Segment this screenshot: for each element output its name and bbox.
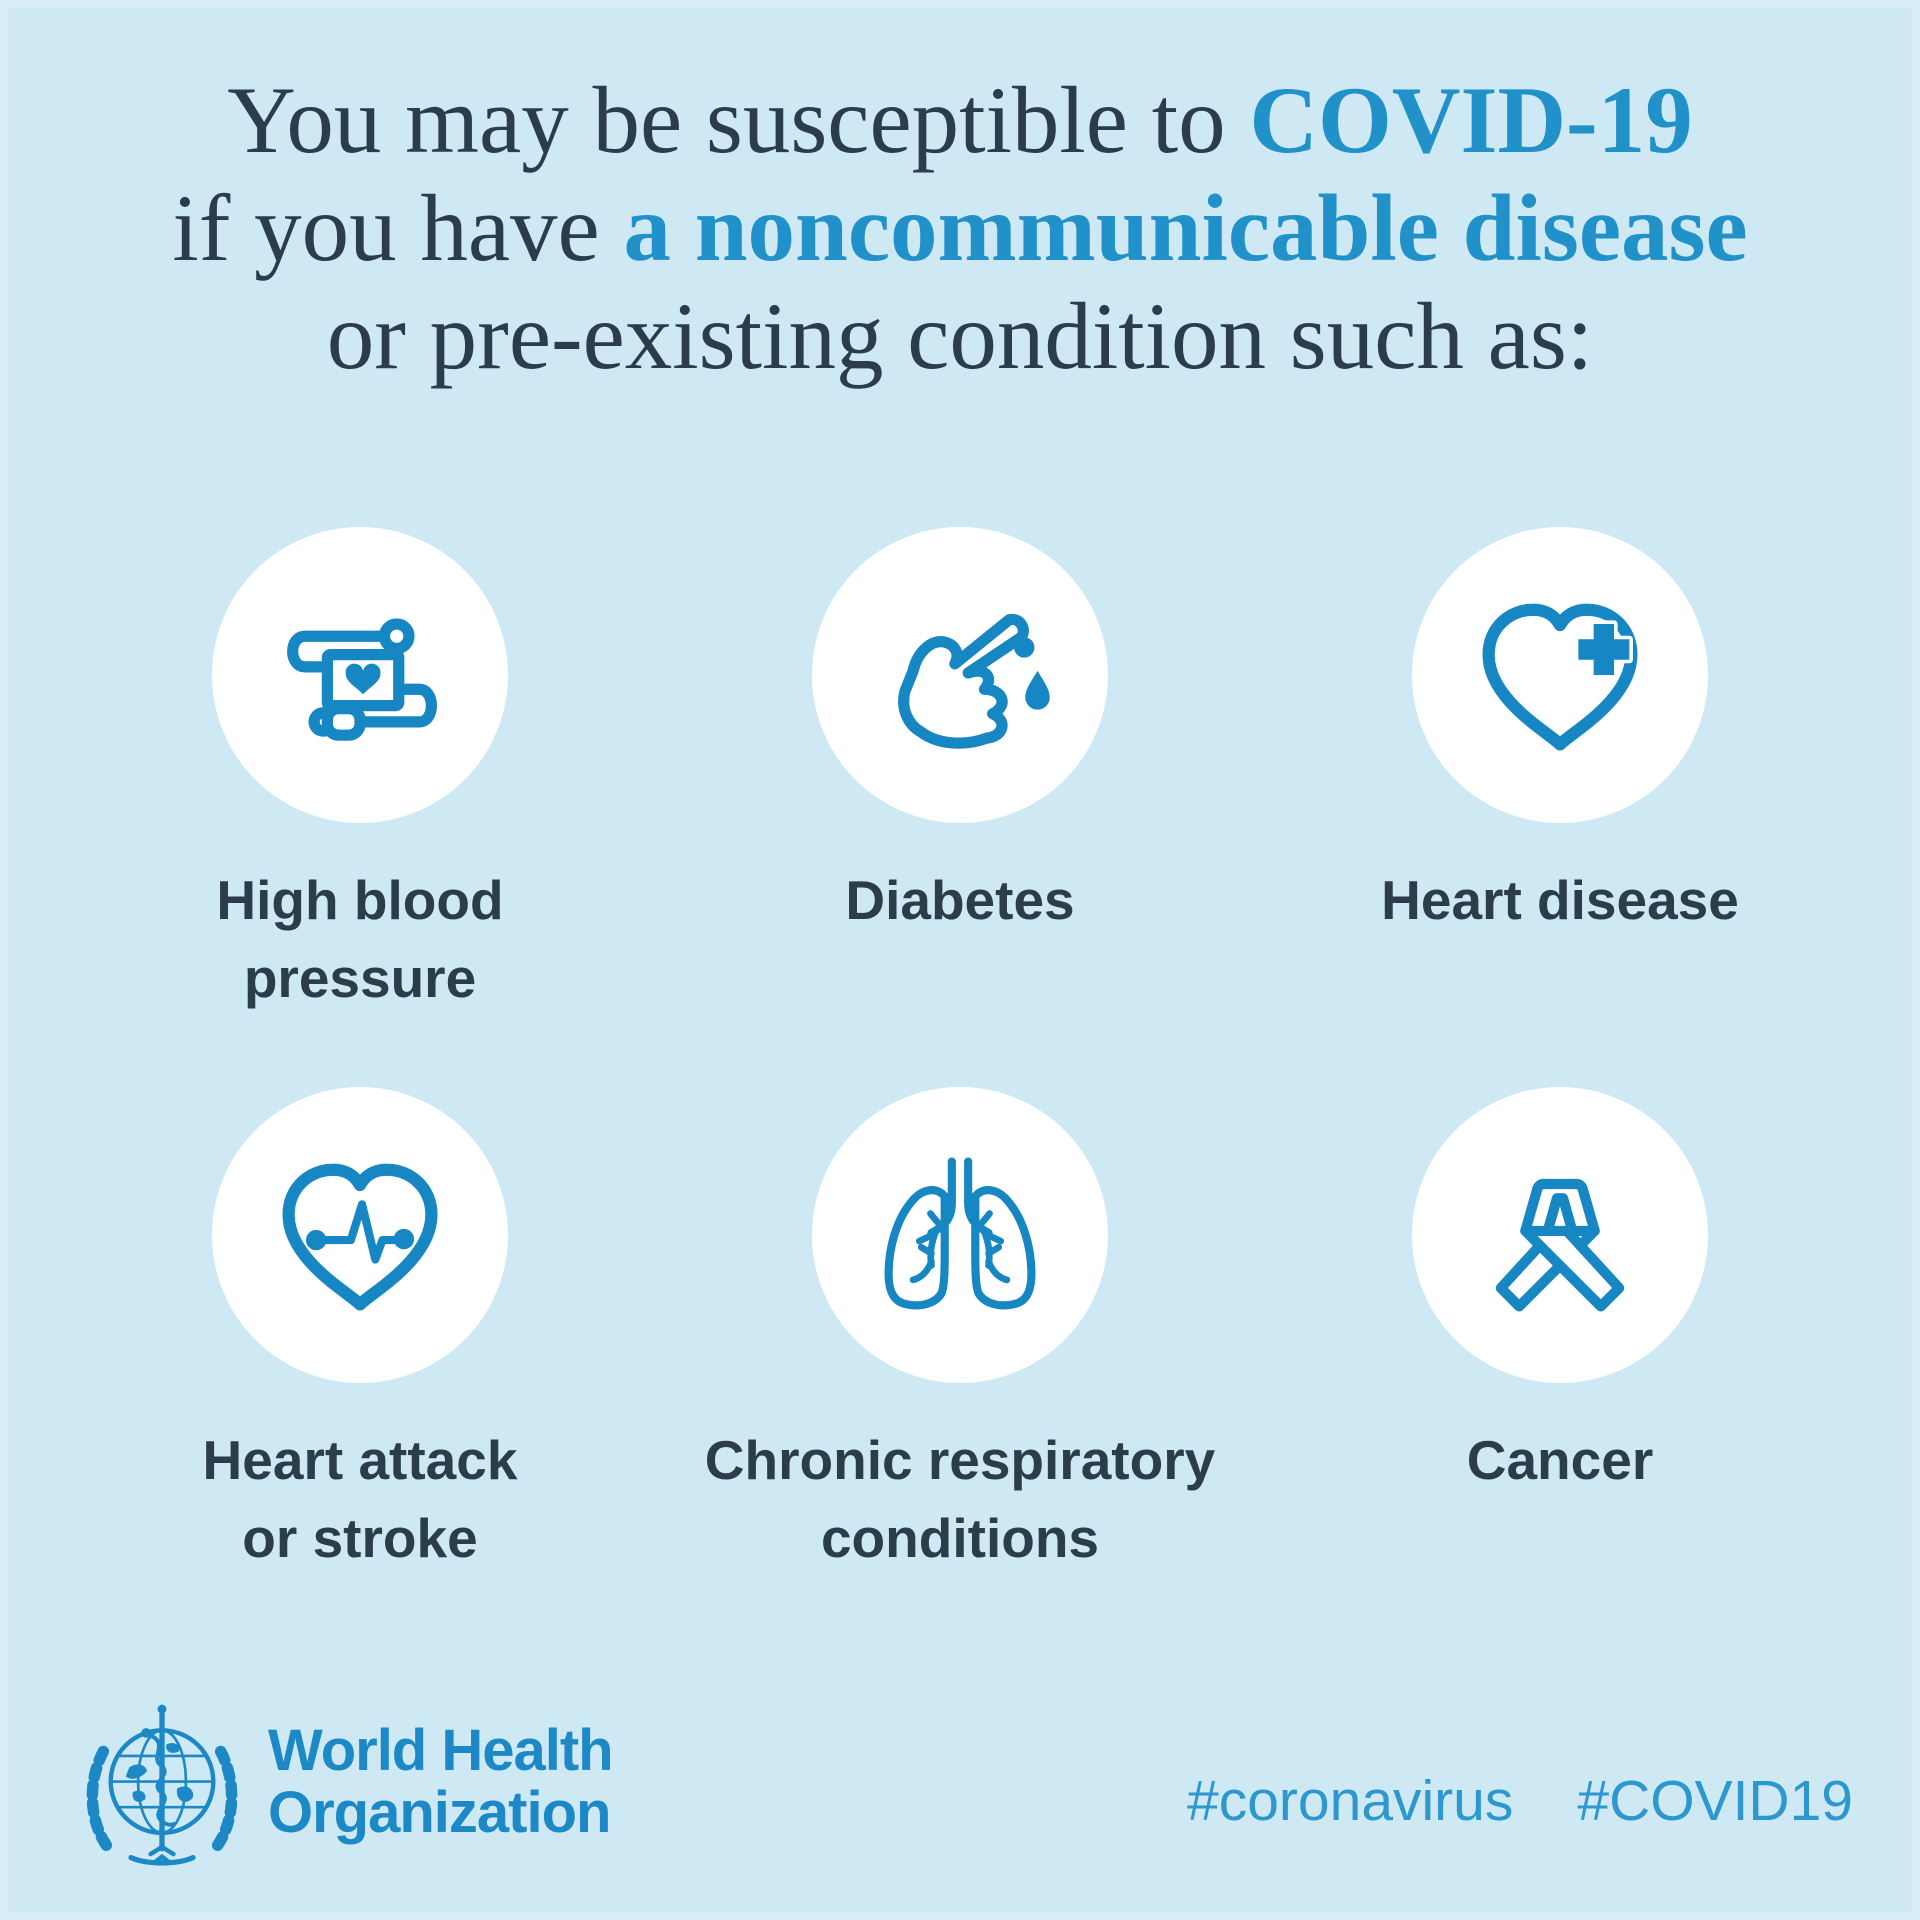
hashtag-covid19: #COVID19 bbox=[1577, 1769, 1853, 1833]
headline-text: or pre-existing condition such as: bbox=[326, 283, 1594, 389]
headline: You may be susceptible to COVID-19 if yo… bbox=[0, 66, 1920, 390]
who-brand: World Health Organization bbox=[78, 1692, 614, 1880]
headline-text: You may be susceptible to bbox=[227, 67, 1250, 173]
lungs-icon bbox=[884, 1157, 1036, 1310]
card-label: Cancer bbox=[1466, 1429, 1654, 1491]
who-wordmark-line-2: Organization bbox=[268, 1780, 611, 1845]
headline-accent-ncd: a noncommunicable disease bbox=[623, 175, 1748, 281]
card-label: Diabetes bbox=[845, 869, 1075, 931]
card-label: Heart disease bbox=[1381, 869, 1739, 931]
blood-pressure-monitor-icon bbox=[287, 618, 437, 741]
card-chronic-respiratory: Chronic respiratory conditions bbox=[660, 1087, 1260, 1577]
finger-blood-drop-icon bbox=[898, 613, 1050, 749]
awareness-ribbon-icon bbox=[1495, 1178, 1625, 1312]
icon-circle bbox=[1412, 527, 1708, 823]
headline-accent-covid19: COVID-19 bbox=[1249, 67, 1693, 173]
card-label: Heart attack or stroke bbox=[202, 1429, 518, 1569]
icon-circle bbox=[812, 1087, 1108, 1383]
who-wordmark-line-1: World Health bbox=[268, 1718, 614, 1783]
condition-row-2: Heart attack or stroke bbox=[60, 1087, 1860, 1577]
card-diabetes: Diabetes bbox=[660, 527, 1260, 1017]
heart-plus-icon bbox=[1482, 603, 1638, 751]
icon-circle bbox=[212, 1087, 508, 1383]
card-label: High blood pressure bbox=[216, 869, 504, 1009]
icon-circle bbox=[212, 527, 508, 823]
who-emblem-icon bbox=[86, 1704, 238, 1866]
hashtags: #coronavirus #COVID19 bbox=[1187, 1768, 1853, 1834]
heart-pulse-icon bbox=[282, 1163, 438, 1311]
icon-circle bbox=[812, 527, 1108, 823]
hashtag-coronavirus: #coronavirus bbox=[1187, 1769, 1514, 1833]
icon-circle bbox=[1412, 1087, 1708, 1383]
headline-line-1: You may be susceptible to COVID-19 bbox=[0, 66, 1920, 174]
card-heart-attack-stroke: Heart attack or stroke bbox=[60, 1087, 660, 1577]
card-label: Chronic respiratory conditions bbox=[704, 1429, 1216, 1569]
headline-text: if you have bbox=[172, 175, 624, 281]
card-heart-disease: Heart disease bbox=[1260, 527, 1860, 1017]
headline-line-2: if you have a noncommunicable disease bbox=[0, 174, 1920, 282]
who-wordmark: World Health Organization bbox=[268, 1718, 614, 1845]
card-cancer: Cancer bbox=[1260, 1087, 1860, 1577]
headline-line-3: or pre-existing condition such as: bbox=[0, 282, 1920, 390]
condition-row-1: High blood pressure Diabetes Heart disea… bbox=[60, 527, 1860, 1017]
card-high-blood-pressure: High blood pressure bbox=[60, 527, 660, 1017]
